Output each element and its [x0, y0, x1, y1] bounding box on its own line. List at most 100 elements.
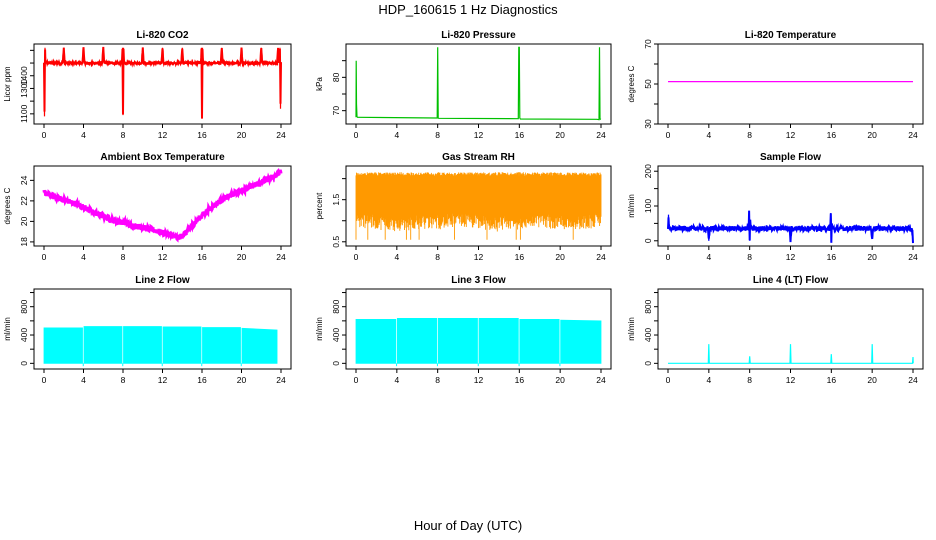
x-tick-label: 12	[474, 130, 484, 140]
x-tick-label: 16	[515, 130, 525, 140]
data-layer	[43, 326, 278, 367]
panel-ambient-box-temperature: Ambient Box Temperature degrees C 0 4 8 12 16 2…	[3, 152, 292, 262]
x-tick-label: 16	[827, 130, 837, 140]
y-axis-label: ml/min	[315, 317, 324, 341]
y-tick-label: 400	[19, 328, 29, 342]
flow-block	[355, 319, 397, 364]
panel-title: Li-820 CO2	[136, 30, 189, 41]
y-tick-label: 800	[643, 299, 653, 313]
x-tick-label: 8	[747, 252, 752, 262]
panel-title: Line 4 (LT) Flow	[753, 275, 829, 286]
x-tick-label: 24	[908, 130, 918, 140]
y-tick-label: 80	[331, 72, 341, 82]
x-tick-label: 8	[747, 375, 752, 385]
x-tick-label: 16	[827, 375, 837, 385]
x-tick-label: 24	[908, 375, 918, 385]
x-tick-label: 20	[555, 252, 565, 262]
y-tick-label: 1.5	[331, 194, 341, 206]
x-tick-label: 12	[786, 375, 796, 385]
x-tick-label: 0	[354, 252, 359, 262]
flow-block	[123, 326, 162, 364]
y-axis-label: ml/min	[627, 194, 636, 218]
panel-gas-stream-rh: Gas Stream RH percent 0 4 8 12 16 20 24 0.5 1.5	[315, 152, 612, 262]
y-tick-label: 800	[331, 299, 341, 313]
y-tick-label: 70	[331, 106, 341, 116]
panel-li-820-co2: Li-820 CO2 Licor ppm 0 4 8 12 16 20 24 1100 130014…	[3, 30, 292, 140]
panel-title: Sample Flow	[760, 152, 821, 163]
x-axis-label: Hour of Day (UTC)	[413, 518, 523, 533]
x-tick-label: 12	[474, 252, 484, 262]
x-tick-label: 4	[706, 130, 711, 140]
x-tick-label: 16	[197, 375, 207, 385]
panel-li-820-pressure: Li-820 Pressure kPa 0 4 8 12 16 20 24 70 80	[315, 30, 612, 140]
x-tick-label: 16	[197, 252, 207, 262]
plot-frame	[657, 43, 924, 125]
x-tick-label: 20	[555, 375, 565, 385]
x-tick-label: 20	[555, 130, 565, 140]
y-tick-label: 20	[19, 216, 29, 226]
panel-title: Ambient Box Temperature	[100, 152, 225, 163]
x-tick-label: 4	[394, 252, 399, 262]
series-line	[43, 171, 282, 239]
flow-block	[519, 319, 560, 364]
y-tick-label: 18	[19, 237, 29, 247]
y-tick-label: 30	[643, 119, 653, 129]
flow-block	[478, 317, 519, 364]
flow-block	[560, 319, 602, 364]
x-tick-label: 12	[158, 130, 168, 140]
series-line	[667, 211, 914, 241]
y-tick-label: 400	[643, 328, 653, 342]
x-tick-label: 16	[515, 252, 525, 262]
data-layer	[42, 167, 283, 243]
x-tick-label: 20	[237, 130, 247, 140]
panel-line-3-flow: Line 3 Flow ml/min 0 4 8 12 16 20 24 0 400 800	[315, 275, 612, 385]
x-tick-label: 0	[666, 252, 671, 262]
x-tick-label: 8	[121, 130, 126, 140]
x-tick-label: 8	[435, 375, 440, 385]
flow-block	[241, 327, 278, 364]
y-axis-label: Licor ppm	[3, 66, 12, 101]
flow-block	[396, 317, 438, 364]
panel-title: Line 2 Flow	[135, 275, 190, 286]
y-tick-label: 70	[643, 39, 653, 49]
x-tick-label: 0	[42, 130, 47, 140]
y-tick-label: 0	[643, 361, 653, 366]
y-tick-label: 22	[19, 196, 29, 206]
series-line	[668, 344, 914, 364]
series-band-core	[356, 176, 601, 209]
panel-li-820-temperature: Li-820 Temperature degrees C 0 4 8 12 16 20 24 30…	[627, 30, 924, 140]
x-tick-label: 0	[666, 375, 671, 385]
flow-block	[437, 317, 478, 364]
x-tick-label: 0	[42, 375, 47, 385]
x-tick-label: 8	[435, 252, 440, 262]
x-tick-label: 20	[237, 375, 247, 385]
x-tick-label: 20	[867, 252, 877, 262]
data-layer	[355, 317, 602, 367]
y-tick-label: 0	[19, 361, 29, 366]
data-layer	[668, 344, 914, 364]
x-tick-label: 8	[121, 252, 126, 262]
x-tick-label: 8	[747, 130, 752, 140]
y-tick-label: 0	[331, 361, 341, 366]
x-tick-label: 24	[596, 252, 606, 262]
y-tick-label: 1400	[19, 66, 29, 85]
data-layer	[667, 210, 914, 244]
x-tick-label: 12	[786, 130, 796, 140]
x-tick-label: 4	[394, 130, 399, 140]
x-tick-label: 0	[354, 375, 359, 385]
panel-line-2-flow: Line 2 Flow ml/min 0 4 8 12 16 20 24 0 400 800	[3, 275, 292, 385]
y-axis-label: ml/min	[627, 317, 636, 341]
y-tick-label: 400	[331, 328, 341, 342]
x-tick-label: 4	[706, 252, 711, 262]
x-tick-label: 0	[666, 130, 671, 140]
x-tick-label: 8	[121, 375, 126, 385]
x-tick-label: 24	[908, 252, 918, 262]
x-tick-label: 24	[276, 375, 286, 385]
x-tick-label: 12	[158, 252, 168, 262]
x-tick-label: 24	[596, 375, 606, 385]
x-tick-label: 16	[515, 375, 525, 385]
x-tick-label: 4	[394, 375, 399, 385]
panel-title: Gas Stream RH	[442, 152, 515, 163]
